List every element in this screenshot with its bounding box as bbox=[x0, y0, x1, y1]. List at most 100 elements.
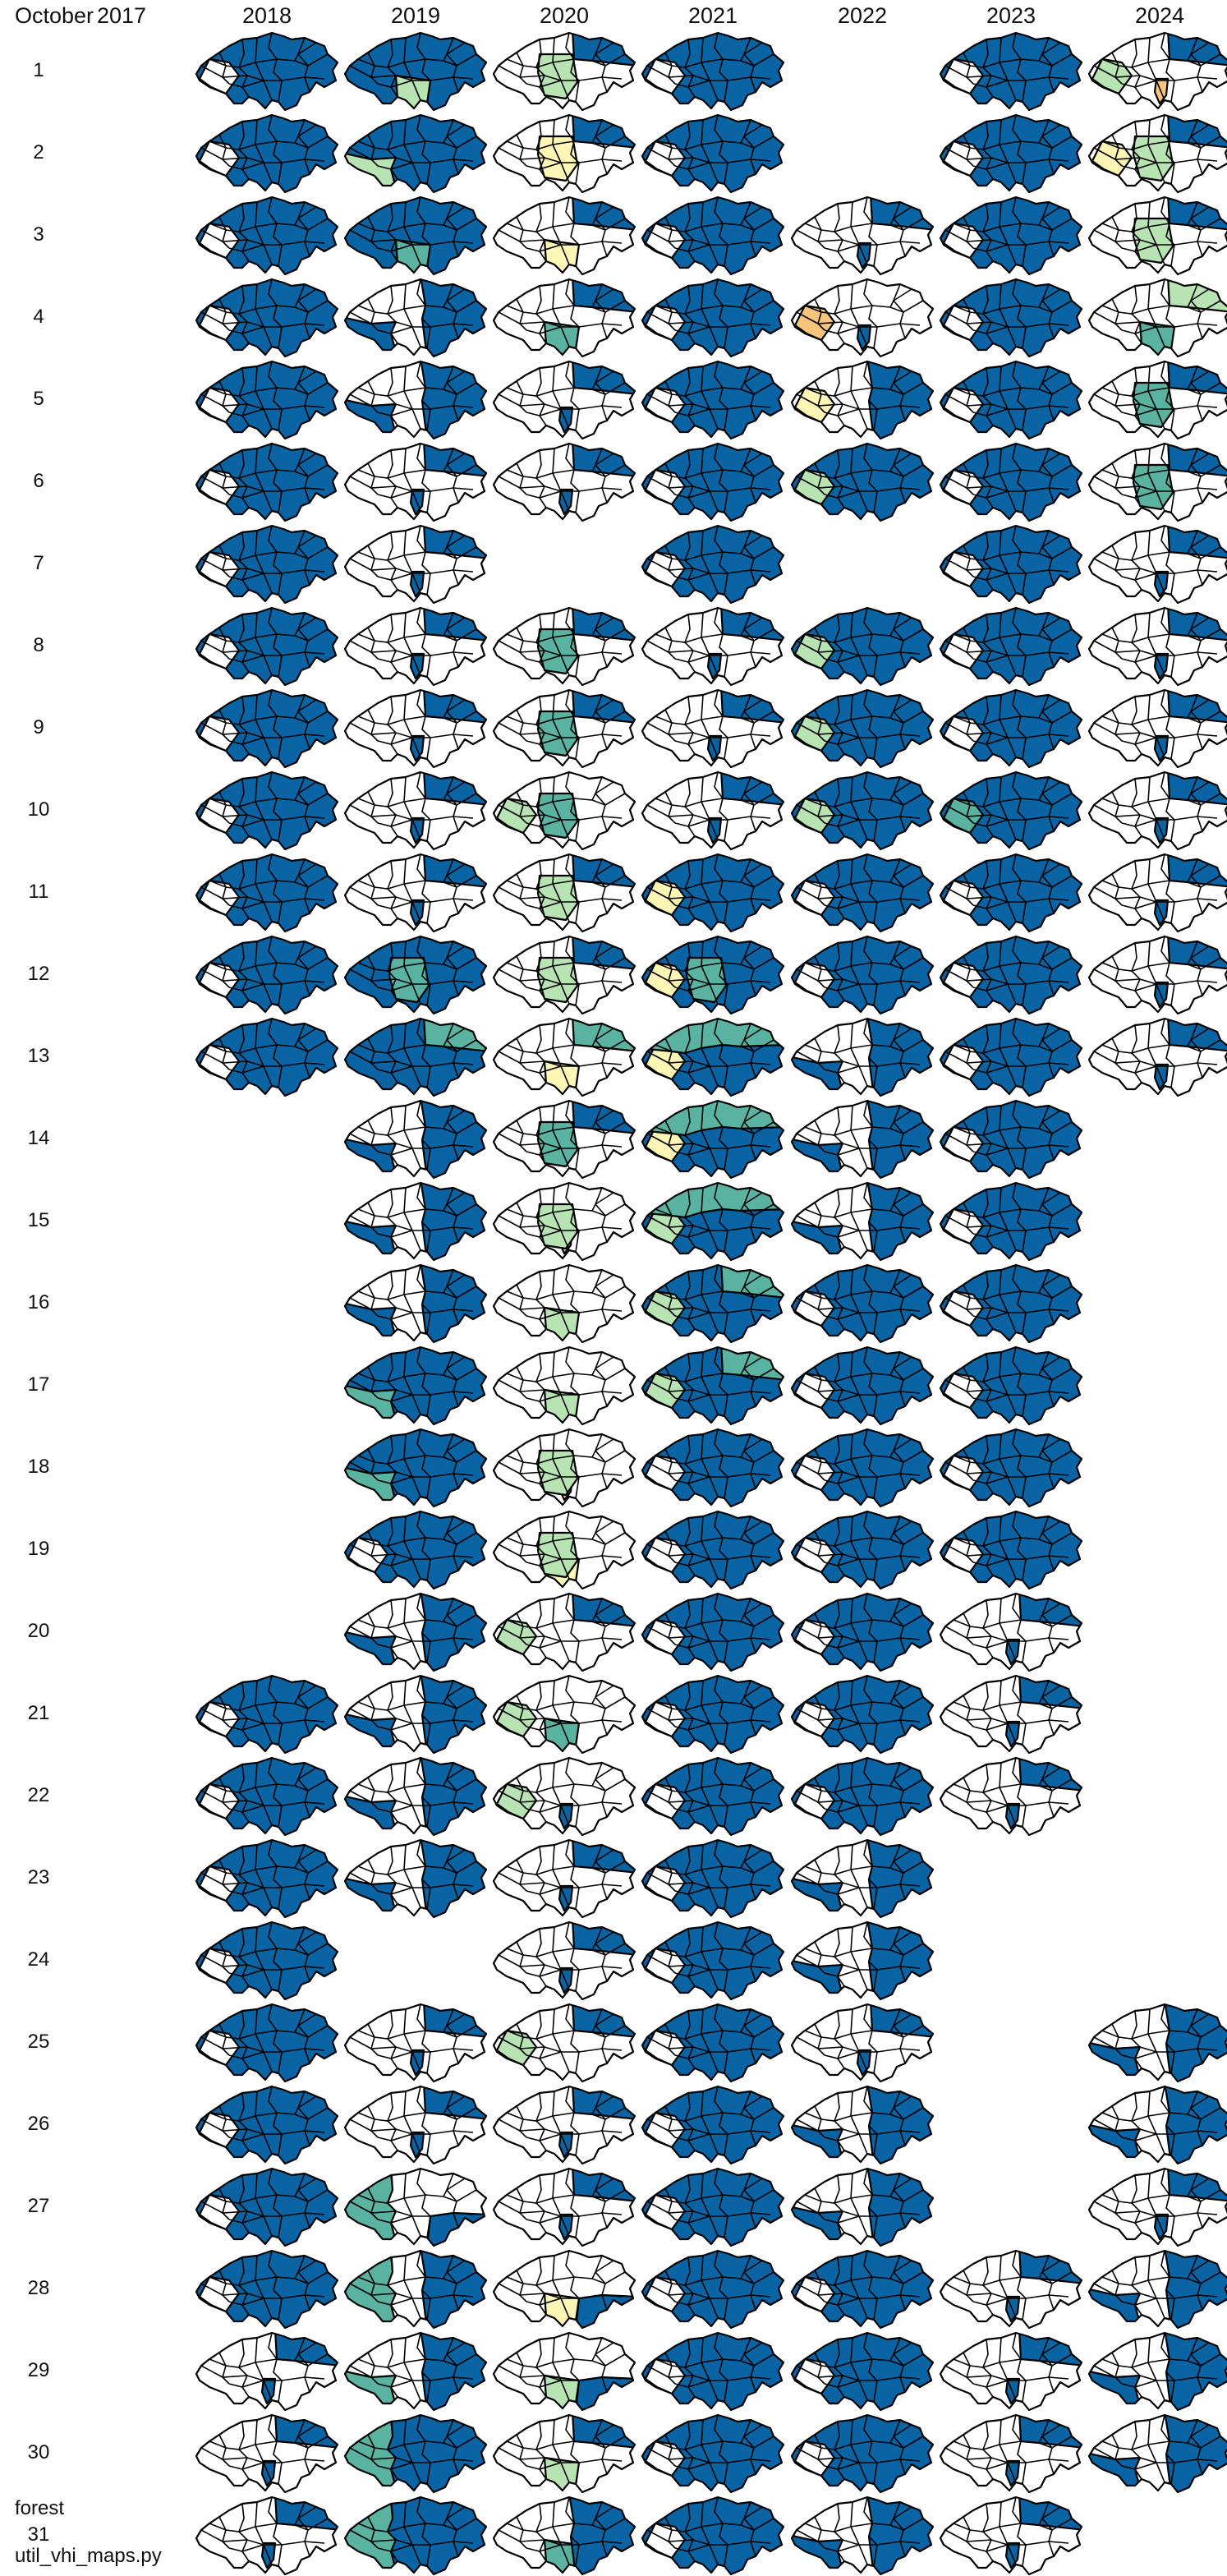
vhi-map-2022-oct-4 bbox=[790, 278, 935, 358]
vhi-map-2019-oct-30 bbox=[343, 2413, 488, 2494]
day-label-25: 25 bbox=[27, 2031, 50, 2053]
vhi-map-2024-oct-11 bbox=[1087, 853, 1227, 933]
day-label-23: 23 bbox=[27, 1866, 50, 1888]
vhi-map-2020-oct-24 bbox=[492, 1920, 636, 2001]
vhi-map-2022-oct-13 bbox=[790, 1017, 935, 1097]
vhi-map-2018-oct-28 bbox=[195, 2249, 339, 2330]
vhi-map-2019-oct-28 bbox=[343, 2249, 488, 2330]
day-label-12: 12 bbox=[27, 963, 50, 985]
vhi-map-2020-oct-10 bbox=[492, 770, 636, 851]
vhi-map-2021-oct-12 bbox=[641, 935, 785, 1015]
vhi-map-2020-oct-11 bbox=[492, 853, 636, 933]
vhi-map-2021-oct-27 bbox=[641, 2167, 785, 2247]
vhi-map-2020-oct-22 bbox=[492, 1756, 636, 1837]
vhi-map-2024-oct-9 bbox=[1087, 688, 1227, 769]
vhi-map-2021-oct-22 bbox=[641, 1756, 785, 1837]
vhi-map-2022-oct-16 bbox=[790, 1263, 935, 1344]
day-label-26: 26 bbox=[27, 2113, 50, 2135]
vhi-map-2023-oct-22 bbox=[939, 1756, 1083, 1837]
vhi-map-2020-oct-21 bbox=[492, 1674, 636, 1755]
vhi-map-2022-oct-31 bbox=[790, 2496, 935, 2576]
vhi-map-2018-oct-11 bbox=[195, 853, 339, 933]
vhi-map-2020-oct-3 bbox=[492, 196, 636, 276]
vhi-map-2020-oct-20 bbox=[492, 1592, 636, 1672]
vhi-map-2020-oct-1 bbox=[492, 31, 636, 112]
vhi-map-2021-oct-26 bbox=[641, 2085, 785, 2165]
vhi-map-2021-oct-9 bbox=[641, 688, 785, 769]
vhi-map-2022-oct-9 bbox=[790, 688, 935, 769]
vhi-map-2021-oct-18 bbox=[641, 1428, 785, 1508]
vhi-map-2021-oct-19 bbox=[641, 1510, 785, 1590]
day-label-11: 11 bbox=[28, 881, 49, 903]
vhi-map-2019-oct-6 bbox=[343, 442, 488, 522]
day-label-13: 13 bbox=[27, 1045, 50, 1067]
day-label-27: 27 bbox=[27, 2195, 50, 2217]
vhi-map-2024-oct-28 bbox=[1087, 2249, 1227, 2330]
vhi-map-2023-oct-1 bbox=[939, 31, 1083, 112]
vhi-map-2024-oct-4 bbox=[1087, 278, 1227, 358]
vhi-map-2021-oct-2 bbox=[641, 113, 785, 194]
vhi-map-2022-oct-27 bbox=[790, 2167, 935, 2247]
day-label-9: 9 bbox=[33, 716, 44, 738]
day-label-15: 15 bbox=[27, 1209, 50, 1231]
vhi-map-2023-oct-2 bbox=[939, 113, 1083, 194]
category-label: forest bbox=[15, 2497, 65, 2519]
vhi-map-2019-oct-13 bbox=[343, 1017, 488, 1097]
vhi-map-2024-oct-30 bbox=[1087, 2413, 1227, 2494]
vhi-map-2024-oct-25 bbox=[1087, 2003, 1227, 2083]
day-label-17: 17 bbox=[27, 1373, 50, 1396]
vhi-map-2024-oct-1 bbox=[1087, 31, 1227, 112]
vhi-map-2021-oct-28 bbox=[641, 2249, 785, 2330]
vhi-map-2023-oct-8 bbox=[939, 606, 1083, 687]
day-label-22: 22 bbox=[27, 1784, 50, 1806]
vhi-map-2019-oct-11 bbox=[343, 853, 488, 933]
vhi-map-2019-oct-14 bbox=[343, 1099, 488, 1180]
vhi-map-2024-oct-27 bbox=[1087, 2167, 1227, 2247]
vhi-map-2021-oct-30 bbox=[641, 2413, 785, 2494]
day-label-31: 31 bbox=[27, 2523, 50, 2546]
vhi-map-2024-oct-29 bbox=[1087, 2331, 1227, 2412]
vhi-map-2023-oct-6 bbox=[939, 442, 1083, 522]
vhi-map-2020-oct-31 bbox=[492, 2496, 636, 2576]
vhi-map-2022-oct-21 bbox=[790, 1674, 935, 1755]
vhi-map-2023-oct-5 bbox=[939, 360, 1083, 440]
vhi-map-2019-oct-5 bbox=[343, 360, 488, 440]
day-label-10: 10 bbox=[27, 798, 50, 821]
vhi-map-2022-oct-23 bbox=[790, 1838, 935, 1919]
vhi-map-2021-oct-13 bbox=[641, 1017, 785, 1097]
vhi-map-2019-oct-29 bbox=[343, 2331, 488, 2412]
vhi-map-2020-oct-23 bbox=[492, 1838, 636, 1919]
vhi-map-2022-oct-20 bbox=[790, 1592, 935, 1672]
vhi-map-2020-oct-5 bbox=[492, 360, 636, 440]
vhi-map-2020-oct-2 bbox=[492, 113, 636, 194]
vhi-map-2021-oct-15 bbox=[641, 1181, 785, 1262]
vhi-map-2023-oct-10 bbox=[939, 770, 1083, 851]
vhi-map-2020-oct-27 bbox=[492, 2167, 636, 2247]
vhi-map-2021-oct-23 bbox=[641, 1838, 785, 1919]
day-label-6: 6 bbox=[33, 470, 44, 492]
vhi-map-2019-oct-27 bbox=[343, 2167, 488, 2247]
vhi-map-2019-oct-31 bbox=[343, 2496, 488, 2576]
vhi-map-2020-oct-16 bbox=[492, 1263, 636, 1344]
day-label-2: 2 bbox=[33, 141, 44, 163]
vhi-map-2023-oct-17 bbox=[939, 1346, 1083, 1426]
vhi-map-2022-oct-10 bbox=[790, 770, 935, 851]
vhi-map-2020-oct-28 bbox=[492, 2249, 636, 2330]
vhi-map-2020-oct-18 bbox=[492, 1428, 636, 1508]
vhi-map-2022-oct-8 bbox=[790, 606, 935, 687]
vhi-map-2023-oct-19 bbox=[939, 1510, 1083, 1590]
vhi-map-2019-oct-25 bbox=[343, 2003, 488, 2083]
vhi-map-2023-oct-31 bbox=[939, 2496, 1083, 2576]
month-label: October bbox=[15, 3, 94, 28]
vhi-map-2021-oct-11 bbox=[641, 853, 785, 933]
vhi-map-2021-oct-14 bbox=[641, 1099, 785, 1180]
day-label-4: 4 bbox=[33, 306, 44, 328]
vhi-map-2021-oct-3 bbox=[641, 196, 785, 276]
vhi-map-2022-oct-25 bbox=[790, 2003, 935, 2083]
day-label-7: 7 bbox=[33, 552, 44, 574]
vhi-map-2023-oct-9 bbox=[939, 688, 1083, 769]
vhi-map-2019-oct-4 bbox=[343, 278, 488, 358]
vhi-map-2018-oct-2 bbox=[195, 113, 339, 194]
vhi-map-2021-oct-29 bbox=[641, 2331, 785, 2412]
